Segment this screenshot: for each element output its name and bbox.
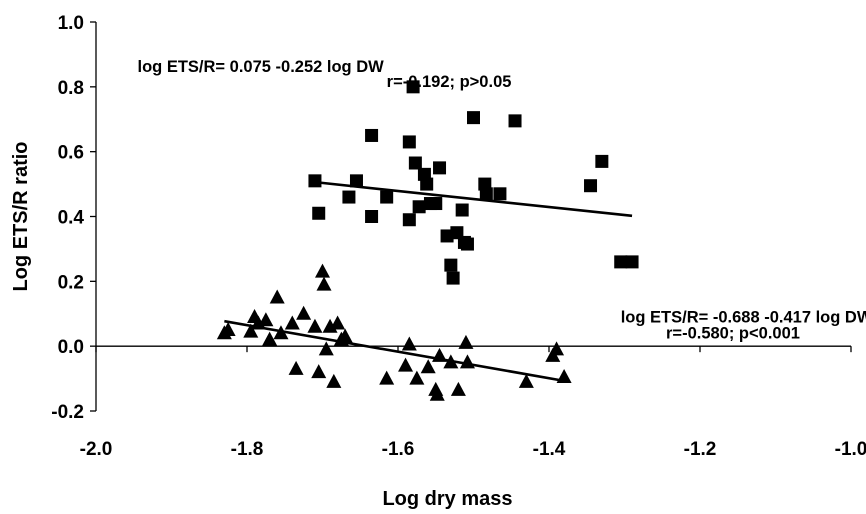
square-marker (402, 213, 416, 227)
square-marker (493, 187, 507, 201)
x-tick-label: -1.8 (231, 439, 264, 460)
square-marker (349, 174, 363, 188)
triangle-marker (318, 341, 334, 356)
triangle-marker (269, 289, 285, 304)
triangle-marker (262, 331, 278, 346)
axes (90, 21, 852, 412)
equation-annotation: r=-0.192; p>0.05 (387, 73, 512, 91)
triangle-marker (311, 364, 327, 379)
square-marker (312, 206, 326, 220)
y-tick-label: 0.6 (58, 143, 84, 164)
triangle-marker (315, 263, 330, 278)
triangle-marker (288, 360, 304, 375)
tick-labels: -0.2 0.0 0.2 0.4 0.6 0.8 1.0 -2.0 -1.8 -1.6 -1.4 -1… (51, 13, 866, 460)
square-marker (433, 161, 447, 175)
y-tick-label: -0.2 (51, 402, 84, 423)
square-marker (455, 203, 469, 217)
triangle-marker (330, 315, 346, 330)
equation-annotation: r=-0.580; p<0.001 (666, 325, 800, 343)
x-tick-label: -1.0 (835, 439, 866, 460)
x-tick-label: -1.4 (533, 439, 566, 460)
square-marker (342, 190, 356, 204)
annotations: log ETS/R= 0.075 -0.252 log DWr=-0.192; … (138, 58, 866, 342)
triangle-marker (243, 323, 259, 338)
square-marker (595, 154, 609, 168)
triangle-marker (316, 276, 332, 291)
triangle-marker (307, 318, 323, 333)
triangle-marker (284, 315, 300, 330)
triangle-marker (443, 354, 459, 369)
triangle-marker (432, 347, 448, 362)
triangle-marker (458, 334, 474, 349)
square-marker (440, 229, 454, 243)
square-marker (584, 179, 598, 193)
square-marker (429, 197, 443, 211)
square-marker (408, 156, 422, 170)
square-marker (614, 255, 628, 269)
square-marker (508, 114, 522, 128)
triangle-marker (518, 373, 534, 388)
square-marker (460, 237, 474, 251)
plot-area (90, 21, 852, 412)
equation-annotation: log ETS/R= -0.688 -0.417 log DW (621, 309, 866, 327)
square-marker (412, 200, 426, 214)
y-tick-label: 1.0 (58, 13, 84, 34)
triangle-marker (409, 370, 425, 385)
x-axis-title: Log dry mass (382, 488, 512, 510)
x-tick-label: -2.0 (80, 439, 113, 460)
x-tick-label: -1.2 (684, 439, 717, 460)
triangle-marker (429, 386, 445, 401)
square-marker (402, 135, 416, 149)
y-axis-title: Log ETS/R ratio (10, 142, 32, 292)
equation-annotation: log ETS/R= 0.075 -0.252 log DW (138, 58, 385, 76)
regression-line-2 (224, 319, 565, 383)
y-tick-label: 0.8 (58, 78, 84, 99)
square-marker (625, 255, 639, 269)
square-marker (420, 177, 434, 191)
square-marker (467, 111, 480, 125)
y-tick-label: 0.0 (58, 337, 84, 358)
square-marker (365, 128, 379, 142)
triangle-marker (549, 341, 565, 356)
square-marker (446, 271, 460, 285)
triangle-marker (258, 312, 274, 327)
square-marker (479, 187, 493, 201)
triangle-marker (459, 354, 475, 369)
triangle-marker (420, 359, 436, 374)
triangle-marker (273, 325, 289, 340)
triangle-marker (398, 357, 414, 372)
triangle-marker (220, 321, 236, 336)
regression-lines (224, 180, 633, 383)
y-tick-label: 0.2 (58, 272, 84, 293)
square-marker (365, 210, 379, 223)
triangle-marker (379, 370, 395, 385)
square-marker (406, 80, 420, 94)
regression-line-1 (314, 180, 633, 218)
data-markers (216, 80, 639, 401)
x-tick-label: -1.6 (382, 439, 415, 460)
square-marker (308, 174, 322, 188)
square-marker (444, 258, 458, 272)
y-tick-label: 0.4 (58, 208, 85, 229)
triangle-marker (401, 336, 417, 351)
triangle-marker (296, 305, 312, 320)
triangle-marker (337, 328, 353, 343)
square-marker (380, 190, 394, 204)
triangle-marker (556, 368, 572, 383)
triangle-marker (326, 373, 342, 388)
triangle-marker (450, 381, 466, 396)
